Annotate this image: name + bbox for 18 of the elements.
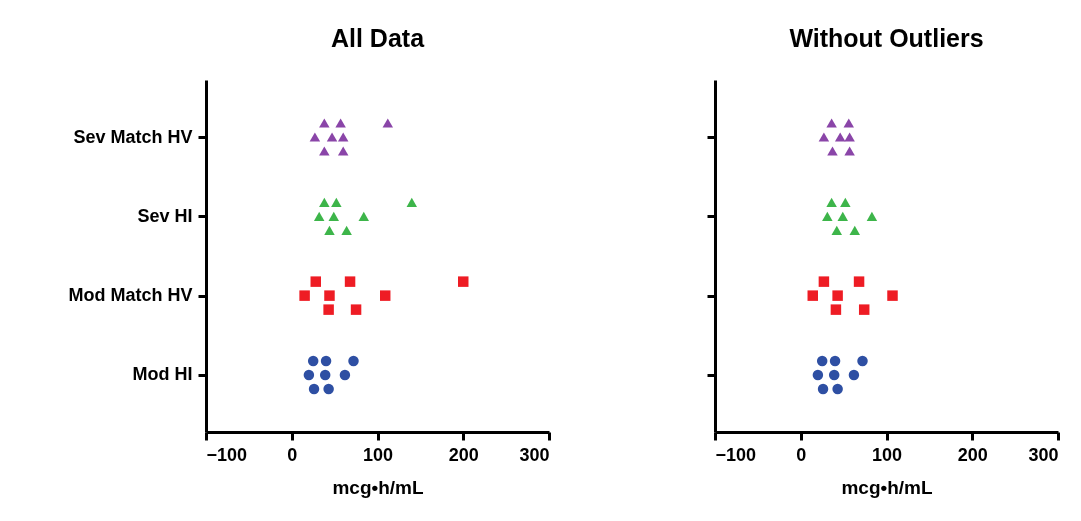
x-tick-label: 200 bbox=[957, 444, 988, 465]
x-tick-label: 300 bbox=[519, 444, 550, 465]
x-tick-label: 0 bbox=[287, 444, 298, 465]
x-tick-label: 100 bbox=[871, 444, 903, 465]
x-tick-label: 200 bbox=[448, 444, 479, 465]
y-tick-label: Sev HI bbox=[137, 205, 193, 226]
x-tick-label: 300 bbox=[1028, 444, 1059, 465]
x-tick-label: −100 bbox=[206, 444, 248, 465]
x-tick-label: −100 bbox=[715, 444, 757, 465]
y-tick-label: Mod HI bbox=[132, 364, 193, 385]
x-axis-title: mcg•h/mL bbox=[332, 476, 424, 498]
chart-title: All Data bbox=[330, 24, 426, 52]
x-tick-label: 0 bbox=[796, 444, 807, 465]
x-tick-label: 100 bbox=[362, 444, 394, 465]
chart-title: Without Outliers bbox=[789, 24, 984, 52]
x-axis-title: mcg•h/mL bbox=[841, 476, 933, 498]
y-tick-label: Sev Match HV bbox=[73, 126, 193, 147]
y-tick-label: Mod Match HV bbox=[68, 285, 193, 306]
